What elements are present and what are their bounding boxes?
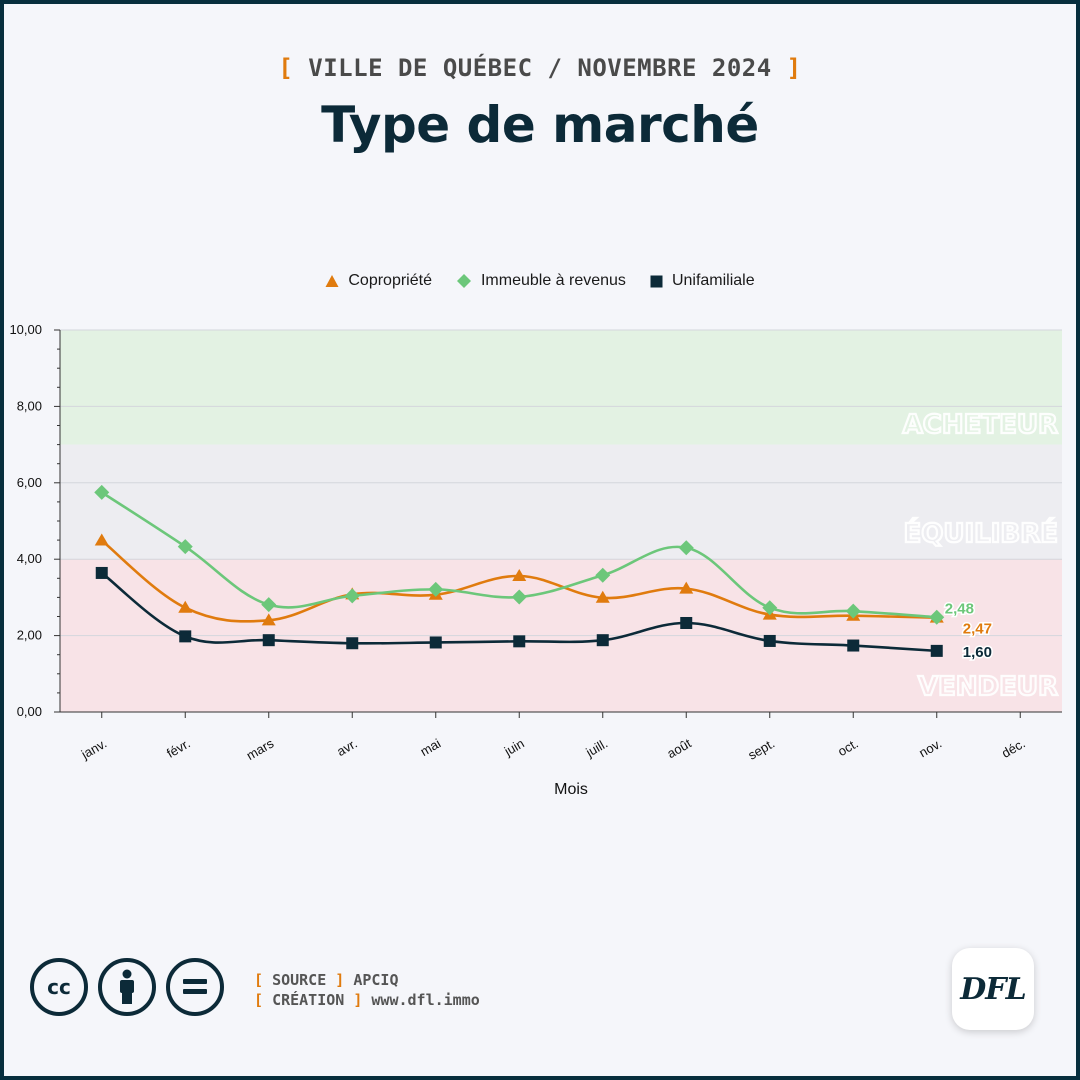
dfl-logo-text: DFL	[960, 971, 1026, 1007]
creative-commons-icon: cc	[30, 958, 88, 1016]
data-point-copropriete	[261, 613, 276, 626]
page-title: Type de marché	[321, 96, 759, 154]
data-point-unifamiliale	[513, 635, 526, 648]
x-tick-label: janv.	[78, 736, 109, 763]
data-point-unifamiliale	[930, 644, 943, 657]
data-point-unifamiliale	[429, 636, 442, 649]
source-line: [ SOURCE ] APCIQ	[254, 971, 399, 989]
data-point-immeuble-a-revenus	[929, 609, 945, 625]
zone-equilibre	[60, 444, 1062, 560]
diamond-marker-icon	[456, 274, 471, 288]
end-label-halo-copropriete: 2,47	[963, 621, 992, 638]
y-tick-label: 8,00	[17, 398, 42, 413]
x-tick-label: mars	[244, 735, 277, 763]
data-point-unifamiliale	[847, 639, 860, 652]
data-point-unifamiliale	[346, 637, 359, 650]
square-marker-icon	[650, 275, 663, 287]
legend-item-unifamiliale[interactable]: Unifamiliale	[650, 272, 755, 290]
data-point-immeuble-a-revenus	[762, 600, 778, 616]
data-point-immeuble-a-revenus	[261, 597, 277, 613]
creation-line: [ CRÉATION ] www.dfl.immo	[254, 991, 480, 1009]
header: [ VILLE DE QUÉBEC / NOVEMBRE 2024 ] Type…	[0, 54, 1080, 154]
market-type-chart: ACHETEUR ÉQUILIBRÉ VENDEUR 0,00 2,00 4,00 6,00…	[9, 322, 1062, 798]
triangle-marker-icon	[325, 275, 339, 287]
data-point-unifamiliale	[262, 634, 275, 647]
data-point-immeuble-a-revenus	[511, 589, 527, 605]
legend-item-immeuble-a-revenus[interactable]: Immeuble à revenus	[456, 272, 626, 290]
x-tick-label: sept.	[745, 736, 777, 763]
source-label: SOURCE	[272, 971, 327, 989]
legend-label-copropriete: Copropriété	[348, 272, 432, 289]
y-tick-label: 0,00	[17, 704, 42, 719]
legend-label-immeuble-a-revenus: Immeuble à revenus	[480, 272, 626, 289]
x-axis-title: Mois	[554, 781, 588, 798]
legend-item-copropriete[interactable]: Copropriété	[325, 272, 432, 290]
attribution-person-icon	[98, 958, 156, 1016]
no-derivatives-icon	[166, 958, 224, 1016]
bracket-open: [	[278, 54, 294, 82]
data-point-immeuble-a-revenus	[845, 603, 861, 619]
data-point-unifamiliale	[680, 616, 693, 629]
y-tick-label: 10,00	[9, 322, 42, 337]
end-label-unifamiliale: 1,60	[963, 644, 992, 661]
data-point-unifamiliale	[763, 634, 776, 647]
source-value: APCIQ	[353, 971, 399, 989]
person-glyph-icon	[120, 969, 134, 1004]
x-tick-label: nov.	[916, 736, 944, 761]
x-tick-label: mai	[418, 736, 444, 760]
bracket-close: ]	[786, 54, 802, 82]
data-point-immeuble-a-revenus	[94, 484, 110, 500]
data-point-immeuble-a-revenus	[177, 539, 193, 555]
x-tick-label: avr.	[334, 736, 360, 759]
data-point-immeuble-a-revenus	[595, 567, 611, 583]
data-point-copropriete	[679, 581, 694, 594]
x-tick-label: févr.	[164, 736, 193, 761]
y-tick-label: 6,00	[17, 475, 42, 490]
data-point-immeuble-a-revenus	[344, 588, 360, 604]
equals-glyph-icon	[183, 979, 207, 994]
zone-label-vendeur: VENDEUR	[918, 672, 1058, 702]
end-label-halo-immeuble-a-revenus: 2,48	[945, 600, 974, 617]
data-point-immeuble-a-revenus	[428, 581, 444, 597]
license-icons: cc	[30, 958, 224, 1016]
end-label-halo-unifamiliale: 1,60	[963, 644, 992, 661]
zone-acheteur	[60, 330, 1062, 445]
zone-label-equilibre: ÉQUILIBRÉ	[904, 517, 1059, 549]
data-point-copropriete	[512, 569, 527, 582]
end-label-immeuble-a-revenus: 2,48	[945, 600, 974, 617]
y-tick-label: 4,00	[17, 551, 42, 566]
creation-link[interactable]: www.dfl.immo	[371, 991, 480, 1009]
x-tick-label: août	[664, 735, 694, 761]
dfl-logo: DFL	[952, 948, 1034, 1030]
x-tick-label: juin	[501, 736, 527, 760]
cc-label: cc	[47, 975, 71, 999]
page-kicker: [ VILLE DE QUÉBEC / NOVEMBRE 2024 ]	[0, 54, 1080, 82]
chart-legend: Copropriété Immeuble à revenus Unifamili…	[0, 272, 1080, 290]
data-point-unifamiliale	[95, 566, 108, 579]
data-point-immeuble-a-revenus	[678, 540, 694, 556]
data-point-copropriete	[178, 600, 193, 613]
y-tick-label: 2,00	[17, 628, 42, 643]
credits: [ SOURCE ] APCIQ [ CRÉATION ] www.dfl.im…	[254, 970, 480, 1010]
data-point-copropriete	[94, 533, 109, 546]
x-tick-label: juill.	[582, 736, 610, 761]
data-point-copropriete	[595, 590, 610, 603]
legend-label-unifamiliale: Unifamiliale	[671, 272, 755, 289]
x-tick-label: oct.	[835, 736, 861, 759]
data-point-unifamiliale	[596, 634, 609, 647]
creation-label: CRÉATION	[272, 991, 345, 1009]
data-point-unifamiliale	[179, 630, 192, 643]
zone-label-acheteur: ACHETEUR	[903, 410, 1058, 440]
kicker-text: VILLE DE QUÉBEC / NOVEMBRE 2024	[308, 54, 772, 82]
end-label-copropriete: 2,47	[963, 621, 992, 638]
x-tick-label: déc.	[999, 736, 1028, 761]
